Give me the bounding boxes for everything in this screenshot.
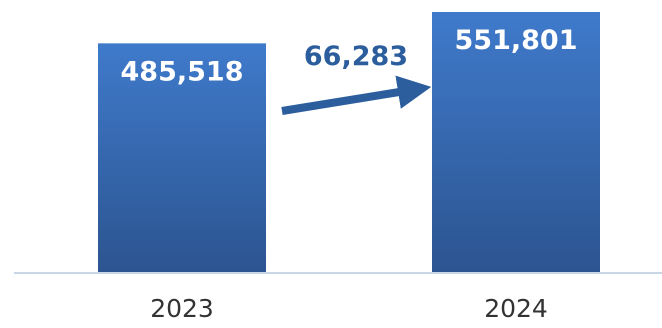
bar-2024: [432, 12, 600, 273]
bars-layer: [98, 12, 600, 273]
labels-layer: 485,518 2023 551,801 2024: [121, 25, 578, 323]
bar-2023: [98, 43, 266, 273]
change-annotation: 66,283: [281, 41, 432, 115]
data-label-2023: 485,518: [121, 56, 244, 87]
delta-label: 66,283: [304, 41, 408, 72]
data-label-2024: 551,801: [455, 25, 578, 56]
increase-arrow: [281, 75, 432, 115]
x-tick-label-2024: 2024: [484, 294, 548, 323]
x-tick-label-2023: 2023: [150, 294, 214, 323]
